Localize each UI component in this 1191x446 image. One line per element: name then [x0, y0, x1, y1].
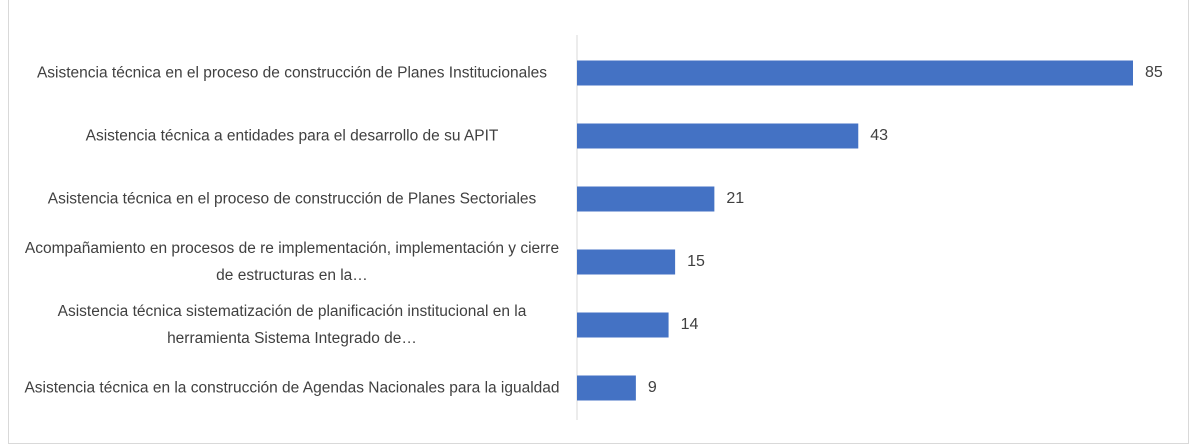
value-label: 21 [726, 190, 744, 207]
value-label: 14 [681, 316, 699, 333]
value-label: 85 [1145, 64, 1163, 81]
category-label: Asistencia técnica en la construcción de… [24, 379, 560, 397]
bar [577, 186, 715, 212]
value-label: 9 [648, 379, 657, 396]
value-label: 43 [870, 127, 888, 144]
category-label: Asistencia técnica a entidades para el d… [85, 127, 499, 145]
bar [577, 60, 1133, 86]
bar [577, 312, 669, 338]
bar [577, 249, 676, 275]
bar [577, 123, 859, 149]
chart-frame [8, 0, 1189, 444]
category-label: Asistencia técnica en el proceso de cons… [47, 190, 537, 208]
bar [577, 375, 636, 401]
value-label: 15 [687, 253, 705, 270]
category-label: Acompañamiento en procesos de re impleme… [24, 240, 560, 284]
category-label: Asistencia técnica sistematización de pl… [57, 303, 527, 347]
category-label: Asistencia técnica en el proceso de cons… [36, 64, 548, 82]
